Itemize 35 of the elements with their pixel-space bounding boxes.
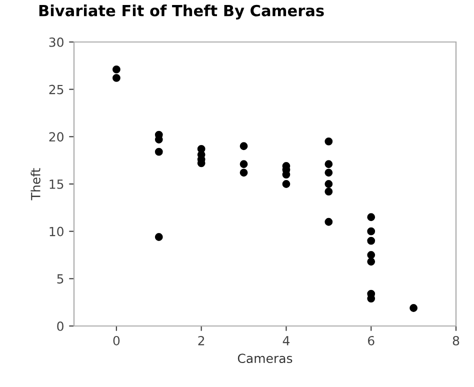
x-tick-label: 4 [282,336,290,346]
point [324,137,333,146]
y-tick-label: 20 [49,132,64,142]
y-tick-label: 5 [57,274,64,284]
x-tick-label: 2 [198,336,204,346]
point [154,233,163,241]
point [282,180,290,188]
point [324,188,333,196]
point [324,168,333,177]
point [324,160,333,168]
x-tick-label: 8 [452,336,460,346]
point [240,168,248,177]
point [367,251,376,259]
point [112,74,120,82]
point [240,142,248,150]
chart-title: Bivariate Fit of Theft By Cameras [39,4,324,20]
x-tick-label: 0 [113,336,120,346]
y-tick-label: 10 [50,226,64,236]
point [367,258,376,266]
point [324,218,333,226]
y-tick-label: 0 [57,321,64,331]
point [367,227,376,236]
point [112,66,120,74]
point [367,236,376,245]
point [410,304,418,312]
point [154,148,163,156]
y-tick-label: 15 [50,180,64,189]
y-tick-label: 25 [49,84,64,94]
y-tick-label: 30 [49,37,64,47]
point [367,213,376,222]
y-axis-title: Theft [30,168,40,200]
x-axis-title: Cameras [238,354,292,364]
point [324,180,333,188]
x-tick-label: 6 [368,336,374,346]
point [240,160,248,168]
